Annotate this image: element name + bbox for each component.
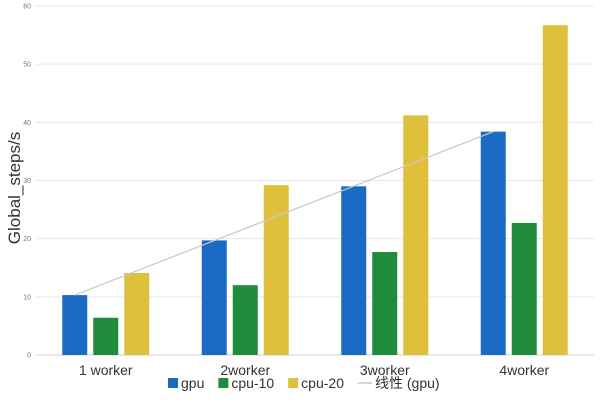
y-tick-label: 50 [23, 62, 31, 69]
x-tick-label: 3worker [360, 362, 410, 378]
legend-item: 线性 (gpu) [357, 375, 440, 391]
bar-cpu-10 [93, 317, 119, 355]
y-tick-label: 30 [23, 178, 31, 185]
y-tick-labels: 0 10 20 30 40 50 60 [23, 4, 31, 360]
bar-cpu-20 [403, 115, 429, 355]
bar-cpu-10 [372, 252, 398, 355]
bar-gpu [341, 186, 367, 355]
trendline [74, 131, 494, 296]
bar-gpu [201, 240, 227, 355]
bar-cpu-10 [232, 285, 258, 355]
legend-label: cpu-10 [231, 375, 274, 391]
y-tick-label: 10 [23, 294, 31, 301]
x-tick-label: 4worker [499, 362, 549, 378]
bar-cpu-20 [263, 185, 289, 355]
y-axis-title: Global_steps/s [5, 132, 24, 244]
legend-item: cpu-20 [288, 375, 344, 391]
bar-gpu [480, 131, 506, 355]
legend: gpu cpu-10 cpu-20 线性 (gpu) [168, 375, 440, 391]
legend-label: gpu [181, 375, 204, 391]
legend-item: gpu [168, 375, 204, 391]
legend-swatch [168, 378, 178, 388]
y-tick-label: 60 [23, 4, 31, 11]
legend-swatch [288, 378, 299, 388]
bar-cpu-20 [124, 272, 150, 355]
legend-swatch [218, 378, 229, 388]
x-tick-label: 1 worker [79, 362, 133, 378]
trendline-layer [74, 131, 494, 296]
bar-cpu-10 [511, 222, 537, 355]
y-tick-label: 40 [23, 120, 31, 127]
y-tick-label: 0 [27, 353, 31, 360]
bar-cpu-20 [542, 25, 568, 355]
x-tick-labels: 1 worker 2worker 3worker 4worker [79, 362, 550, 378]
legend-item: cpu-10 [218, 375, 274, 391]
bars [62, 25, 568, 355]
legend-label: cpu-20 [301, 375, 344, 391]
x-tick-label: 2worker [220, 362, 270, 378]
grid-lines [36, 5, 594, 356]
y-tick-label: 20 [23, 236, 31, 243]
bar-gpu [62, 295, 88, 355]
legend-label: 线性 (gpu) [375, 375, 440, 391]
